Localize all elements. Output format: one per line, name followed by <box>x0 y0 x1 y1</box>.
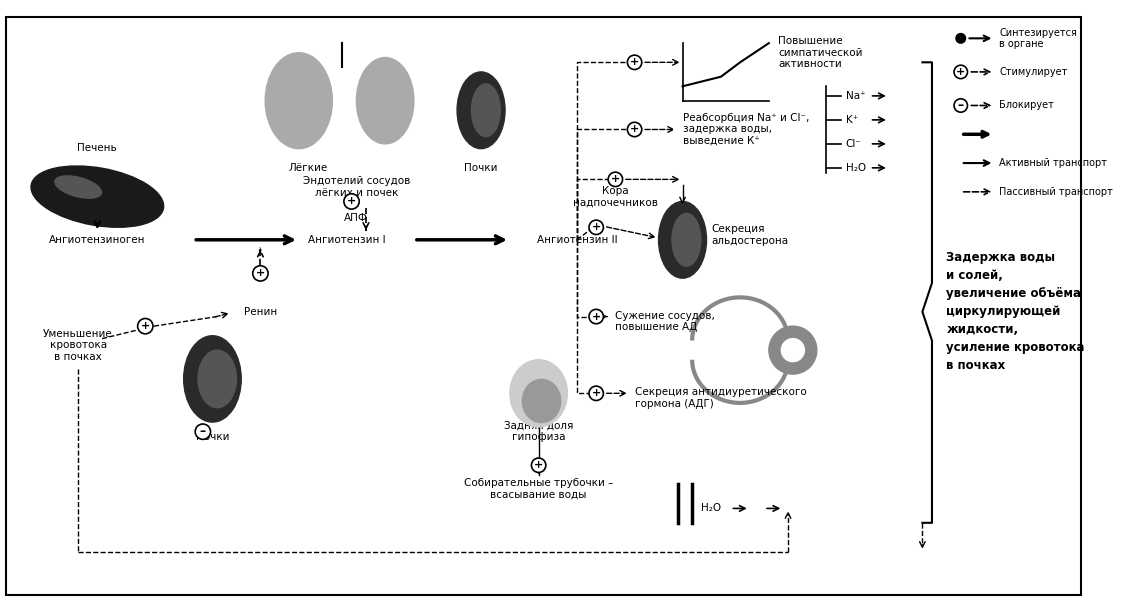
Text: +: + <box>347 196 356 206</box>
Ellipse shape <box>457 72 505 149</box>
Text: Повышение
симпатической
активности: Повышение симпатической активности <box>779 36 863 69</box>
Circle shape <box>344 194 359 209</box>
Text: Задняя доля
гипофиза: Задняя доля гипофиза <box>504 421 574 442</box>
Text: Секреция
альдостерона: Секреция альдостерона <box>711 224 788 246</box>
Text: +: + <box>141 321 150 331</box>
Text: Активный транспорт: Активный транспорт <box>999 158 1108 168</box>
Text: Стимулирует: Стимулирует <box>999 67 1068 77</box>
Ellipse shape <box>523 379 561 422</box>
Text: Секреция антидиуретического
гормона (АДГ): Секреция антидиуретического гормона (АДГ… <box>634 387 806 409</box>
Circle shape <box>589 309 603 324</box>
Text: Уменьшение
кровотока
в почках: Уменьшение кровотока в почках <box>43 329 113 362</box>
Circle shape <box>954 65 968 78</box>
Text: Пассивный транспорт: Пассивный транспорт <box>999 187 1113 197</box>
Text: Собирательные трубочки –
всасывание воды: Собирательные трубочки – всасывание воды <box>464 479 613 500</box>
Text: Почки: Почки <box>195 431 229 442</box>
Circle shape <box>781 338 804 362</box>
Text: Сужение сосудов,
повышение АД: Сужение сосудов, повышение АД <box>615 310 716 332</box>
Ellipse shape <box>672 214 701 266</box>
Text: +: + <box>630 124 639 135</box>
Text: Задержка воды
и солей,
увеличение объёма
циркулирующей
жидкости,
усиление кровот: Задержка воды и солей, увеличение объёма… <box>946 252 1085 372</box>
Text: +: + <box>534 460 543 470</box>
Text: –: – <box>200 425 205 438</box>
Text: +: + <box>592 388 601 398</box>
Ellipse shape <box>184 336 242 422</box>
Ellipse shape <box>357 58 414 144</box>
Text: Ренин: Ренин <box>244 307 277 317</box>
Text: Эндотелий сосудов
лёгких и почек: Эндотелий сосудов лёгких и почек <box>303 176 410 198</box>
Text: Cl⁻: Cl⁻ <box>846 139 861 149</box>
Text: Лёгкие: Лёгкие <box>289 163 329 173</box>
Text: АПФ: АПФ <box>344 213 368 223</box>
Ellipse shape <box>265 53 332 149</box>
Text: –: – <box>957 99 964 112</box>
Text: +: + <box>630 58 639 67</box>
Text: +: + <box>592 312 601 321</box>
Text: H₂O: H₂O <box>846 163 866 173</box>
Circle shape <box>956 34 965 43</box>
Text: K⁺: K⁺ <box>846 115 858 125</box>
Text: Na⁺: Na⁺ <box>846 91 865 101</box>
Circle shape <box>195 424 210 439</box>
Text: Печень: Печень <box>78 143 117 154</box>
Text: Реабсорбция Na⁺ и Cl⁻,
задержка воды,
выведение К⁺: Реабсорбция Na⁺ и Cl⁻, задержка воды, вы… <box>683 113 808 146</box>
Ellipse shape <box>510 360 568 427</box>
Text: Блокирует: Блокирует <box>999 100 1054 111</box>
Ellipse shape <box>30 166 164 227</box>
Text: +: + <box>956 67 965 77</box>
Circle shape <box>138 318 152 334</box>
Circle shape <box>769 326 817 374</box>
Circle shape <box>954 99 968 112</box>
FancyBboxPatch shape <box>6 17 1080 595</box>
Text: +: + <box>611 174 620 184</box>
Circle shape <box>609 172 622 187</box>
Text: Почки: Почки <box>464 163 498 173</box>
Text: Ангиотензиноген: Ангиотензиноген <box>49 235 146 245</box>
Circle shape <box>628 122 641 136</box>
Text: +: + <box>592 222 601 233</box>
Circle shape <box>253 266 268 281</box>
Circle shape <box>532 458 545 472</box>
Ellipse shape <box>658 201 707 278</box>
Text: Ангиотензин I: Ангиотензин I <box>308 235 386 245</box>
Text: H₂O: H₂O <box>701 504 721 513</box>
Ellipse shape <box>198 350 236 408</box>
Ellipse shape <box>472 84 500 136</box>
Text: +: + <box>256 269 265 278</box>
Text: Синтезируется
в органе: Синтезируется в органе <box>999 28 1077 49</box>
Circle shape <box>589 220 603 234</box>
Circle shape <box>589 386 603 400</box>
Ellipse shape <box>55 176 102 198</box>
Circle shape <box>628 55 641 70</box>
Text: Ангиотензин II: Ангиотензин II <box>536 235 618 245</box>
Text: Кора
надпочечников: Кора надпочечников <box>572 186 658 207</box>
